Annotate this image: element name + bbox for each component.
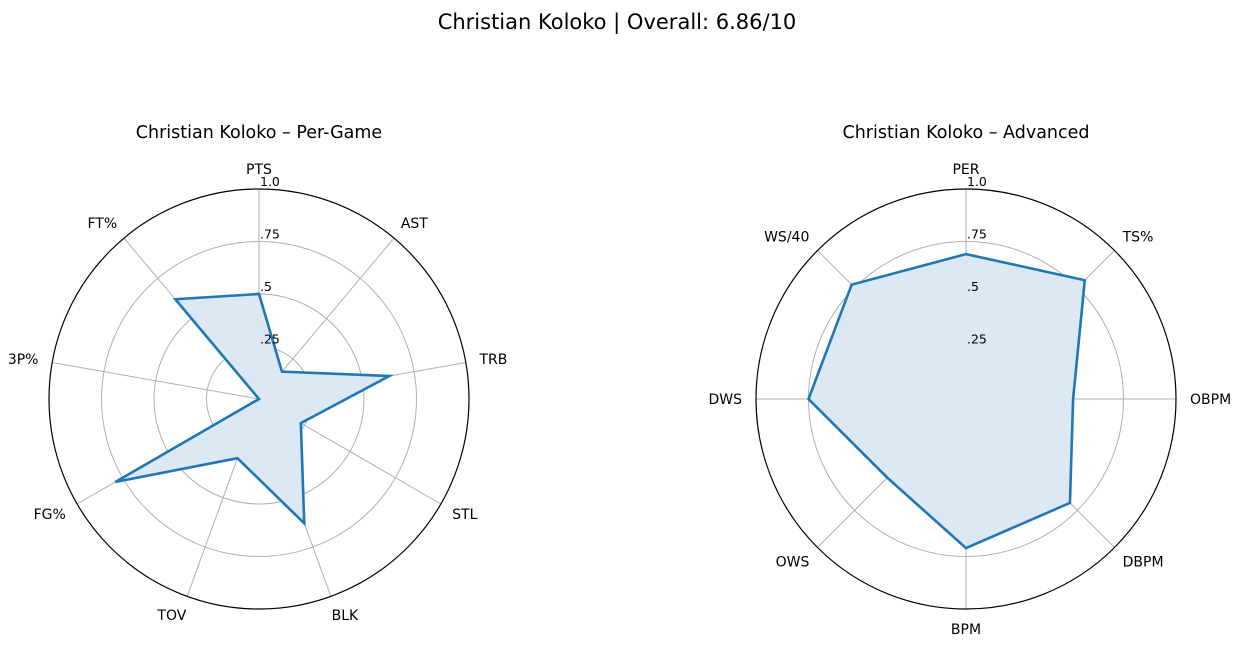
radar-category-label: BLK — [332, 608, 359, 624]
radar-category-label: BPM — [951, 622, 981, 638]
radar-r-tick-label: .5 — [967, 279, 979, 294]
radar-category-label: STL — [452, 507, 477, 523]
radar-title-advanced: Christian Koloko – Advanced — [843, 123, 1090, 143]
figure-suptitle: Christian Koloko | Overall: 6.86/10 — [438, 10, 797, 35]
radar-category-label: TS% — [1122, 229, 1154, 245]
radar-category-label: DWS — [708, 392, 742, 408]
radar-area — [115, 294, 390, 524]
radar-r-tick-label: 1.0 — [967, 174, 987, 189]
radar-category-label: FG% — [34, 507, 66, 523]
radar-chart-per-game: Christian Koloko – Per-Game .25 .5 .75 1.0P… — [8, 123, 508, 624]
radar-chart-advanced: Christian Koloko – Advanced .25 .5 .75 1.0P… — [708, 123, 1231, 638]
radar-category-label: FT% — [87, 216, 117, 232]
radar-category-label: AST — [401, 216, 428, 232]
radar-frame — [48, 188, 470, 610]
radar-category-label: TRB — [479, 352, 508, 368]
radar-frame — [755, 188, 1177, 610]
radar-series-line — [114, 292, 395, 527]
radar-r-tick-label: .75 — [260, 227, 280, 242]
radar-category-label: PER — [952, 162, 979, 178]
radar-series-line — [806, 252, 1087, 550]
radar-area — [808, 254, 1085, 549]
radar-r-tick-label: .25 — [967, 332, 987, 347]
radar-category-label: PTS — [246, 162, 272, 178]
radar-r-tick-label: 1.0 — [260, 174, 280, 189]
radar-spoke — [52, 362, 260, 400]
radar-title-per-game: Christian Koloko – Per-Game — [136, 123, 382, 143]
radar-r-tick-label: .5 — [260, 279, 272, 294]
radar-category-label: TOV — [156, 608, 186, 624]
radar-r-tick-label: .25 — [260, 332, 280, 347]
radar-category-label: OWS — [776, 555, 810, 571]
radar-category-label: DBPM — [1123, 555, 1164, 571]
radar-r-tick-label: .75 — [967, 227, 987, 242]
radar-category-label: OBPM — [1190, 392, 1231, 408]
radar-category-label: 3P% — [8, 352, 39, 368]
radar-category-label: WS/40 — [764, 229, 809, 245]
